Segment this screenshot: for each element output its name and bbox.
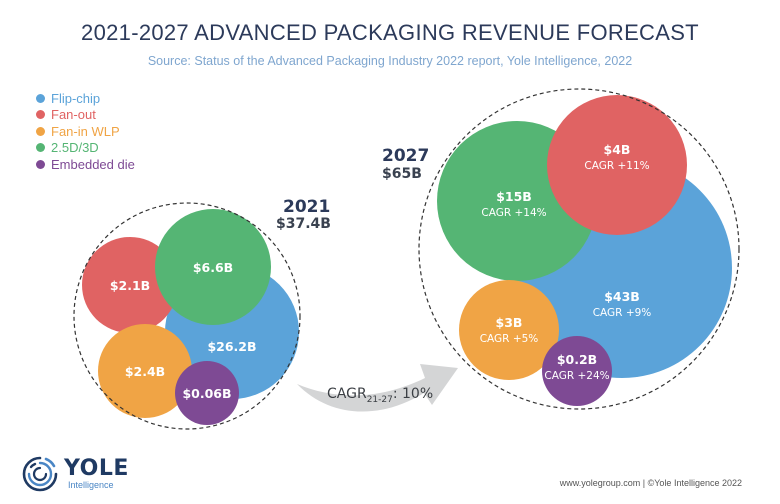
bubble-cagr-label: CAGR +9% (593, 307, 652, 319)
chart-subtitle: Source: Status of the Advanced Packaging… (147, 54, 633, 68)
bubble-value-label: $3B (496, 315, 523, 330)
growth-arrow-icon (297, 364, 458, 412)
legend-label: Fan-out (51, 107, 96, 123)
year-2027-label: 2027 (382, 146, 430, 166)
bubble-2027-fan-in-wlp (459, 280, 559, 380)
cagr-value: : 10% (392, 386, 434, 402)
logo-wordmark: YOLE (64, 456, 129, 481)
legend-item-fan-out: Fan-out (36, 107, 135, 124)
legend-dot-icon (36, 110, 45, 120)
bubble-value-label: $0.06B (182, 386, 231, 401)
cagr-period: 21-27 (366, 394, 393, 405)
bubble-value-label: $15B (496, 189, 532, 204)
bubble-value-label: $2.4B (125, 364, 165, 379)
bubble-value-label: $0.2B (557, 352, 597, 367)
bubble-cagr-label: CAGR +5% (480, 333, 539, 345)
legend: Flip-chip Fan-out Fan-in WLP 2.5D/3D Emb… (36, 90, 135, 173)
bubble-2021-fan-out (82, 237, 178, 333)
total-frame-2027 (418, 88, 740, 410)
bubble-2027-embedded-die (542, 336, 612, 406)
legend-dot-icon (36, 159, 45, 169)
yole-logo-icon (22, 456, 58, 492)
bubble-2021-embedded-die (175, 361, 239, 425)
legend-label: Fan-in WLP (51, 123, 120, 139)
legend-item-fan-in-wlp: Fan-in WLP (36, 123, 135, 140)
bubble-value-label: $43B (604, 289, 640, 304)
logo-subtitle: Intelligence (68, 480, 114, 490)
legend-dot-icon (36, 93, 45, 103)
legend-label: 2.5D/3D (51, 140, 99, 156)
bubble-value-label: $4B (604, 142, 631, 157)
overall-cagr-label: CAGR21-27: 10% (327, 386, 433, 405)
bubble-cagr-label: CAGR +24% (544, 370, 609, 382)
bubble-cagr-label: CAGR +14% (481, 207, 546, 219)
bubble-cagr-label: CAGR +11% (584, 160, 649, 172)
cagr-prefix: CAGR (327, 386, 367, 402)
legend-item-2-5d-3d: 2.5D/3D (36, 140, 135, 157)
legend-dot-icon (36, 126, 45, 136)
bubble-2021-2-5d-3d (155, 209, 271, 325)
legend-item-flip-chip: Flip-chip (36, 90, 135, 107)
legend-dot-icon (36, 143, 45, 153)
legend-label: Embedded die (51, 156, 135, 172)
bubble-2027-fan-out (547, 95, 687, 235)
total-frame-2021 (73, 202, 301, 430)
footer-credit: www.yolegroup.com | ©Yole Intelligence 2… (559, 478, 742, 488)
year-2021-label: 2021 (283, 197, 331, 217)
total-2021-label: $37.4B (276, 216, 331, 232)
yole-logo: YOLE Intelligence (20, 454, 129, 494)
bubble-value-label: $26.2B (207, 339, 256, 354)
legend-item-embedded-die: Embedded die (36, 156, 135, 173)
bubble-value-label: $6.6B (193, 260, 233, 275)
legend-label: Flip-chip (51, 90, 101, 106)
bubble-2021-fan-in-wlp (98, 324, 192, 418)
bubble-value-label: $2.1B (110, 278, 150, 293)
total-2027-label: $65B (382, 166, 422, 182)
chart-title: 2021-2027 ADVANCED PACKAGING REVENUE FOR… (81, 20, 699, 45)
